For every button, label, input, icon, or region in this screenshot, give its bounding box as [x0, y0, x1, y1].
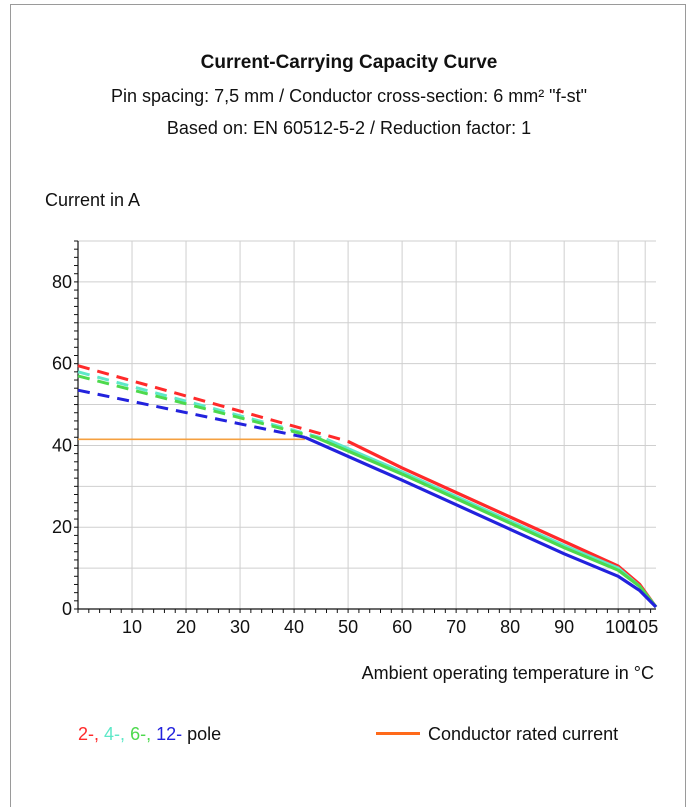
legend-rated: Conductor rated current: [376, 724, 618, 745]
series-dashed-6-: [77, 374, 317, 439]
chart-subtitle-2: Based on: EN 60512-5-2 / Reduction facto…: [166, 118, 532, 138]
y-tick-label: 0: [62, 599, 72, 619]
y-tick-label: 20: [52, 517, 72, 537]
x-tick-label: 20: [176, 617, 196, 637]
chart-subtitle-1: Pin spacing: 7,5 mm / Conductor cross-se…: [111, 86, 587, 106]
y-tick-label: 60: [52, 354, 72, 374]
legend-pole: 2-, 4-, 6-, 12- pole: [78, 724, 221, 745]
series-dashed-2-: [77, 364, 349, 443]
x-tick-label: 90: [554, 617, 574, 637]
legend-item-12-pole: 12-: [156, 724, 183, 744]
x-axis-label: Ambient operating temperature in °C: [361, 663, 654, 683]
x-tick-label: 30: [230, 617, 250, 637]
y-axis-label: Current in A: [45, 190, 141, 210]
legend-rated-label: Conductor rated current: [428, 724, 619, 744]
x-tick-label: 105: [628, 617, 658, 637]
series-dashed-12-: [77, 388, 306, 439]
legend-item-2-pole: 2-,: [78, 724, 100, 744]
series-dashed-4-: [77, 370, 327, 441]
series-solid-6-: [315, 435, 658, 608]
series-solid-12-: [304, 435, 658, 609]
x-tick-label: 80: [500, 617, 520, 637]
x-tick-label: 60: [392, 617, 412, 637]
legend-item-4-pole: 4-,: [104, 724, 126, 744]
y-tick-label: 80: [52, 272, 72, 292]
y-tick-label: 40: [52, 435, 72, 455]
x-tick-label: 100: [605, 617, 635, 637]
legend-item-6-pole: 6-,: [130, 724, 152, 744]
chart-title: Current-Carrying Capacity Curve: [200, 52, 498, 73]
x-tick-label: 40: [284, 617, 304, 637]
x-tick-label: 10: [122, 617, 142, 637]
legend-item-pole-text: pole: [187, 724, 222, 744]
x-tick-label: 70: [446, 617, 466, 637]
x-tick-label: 50: [338, 617, 358, 637]
legend-rated-line: [376, 731, 420, 735]
